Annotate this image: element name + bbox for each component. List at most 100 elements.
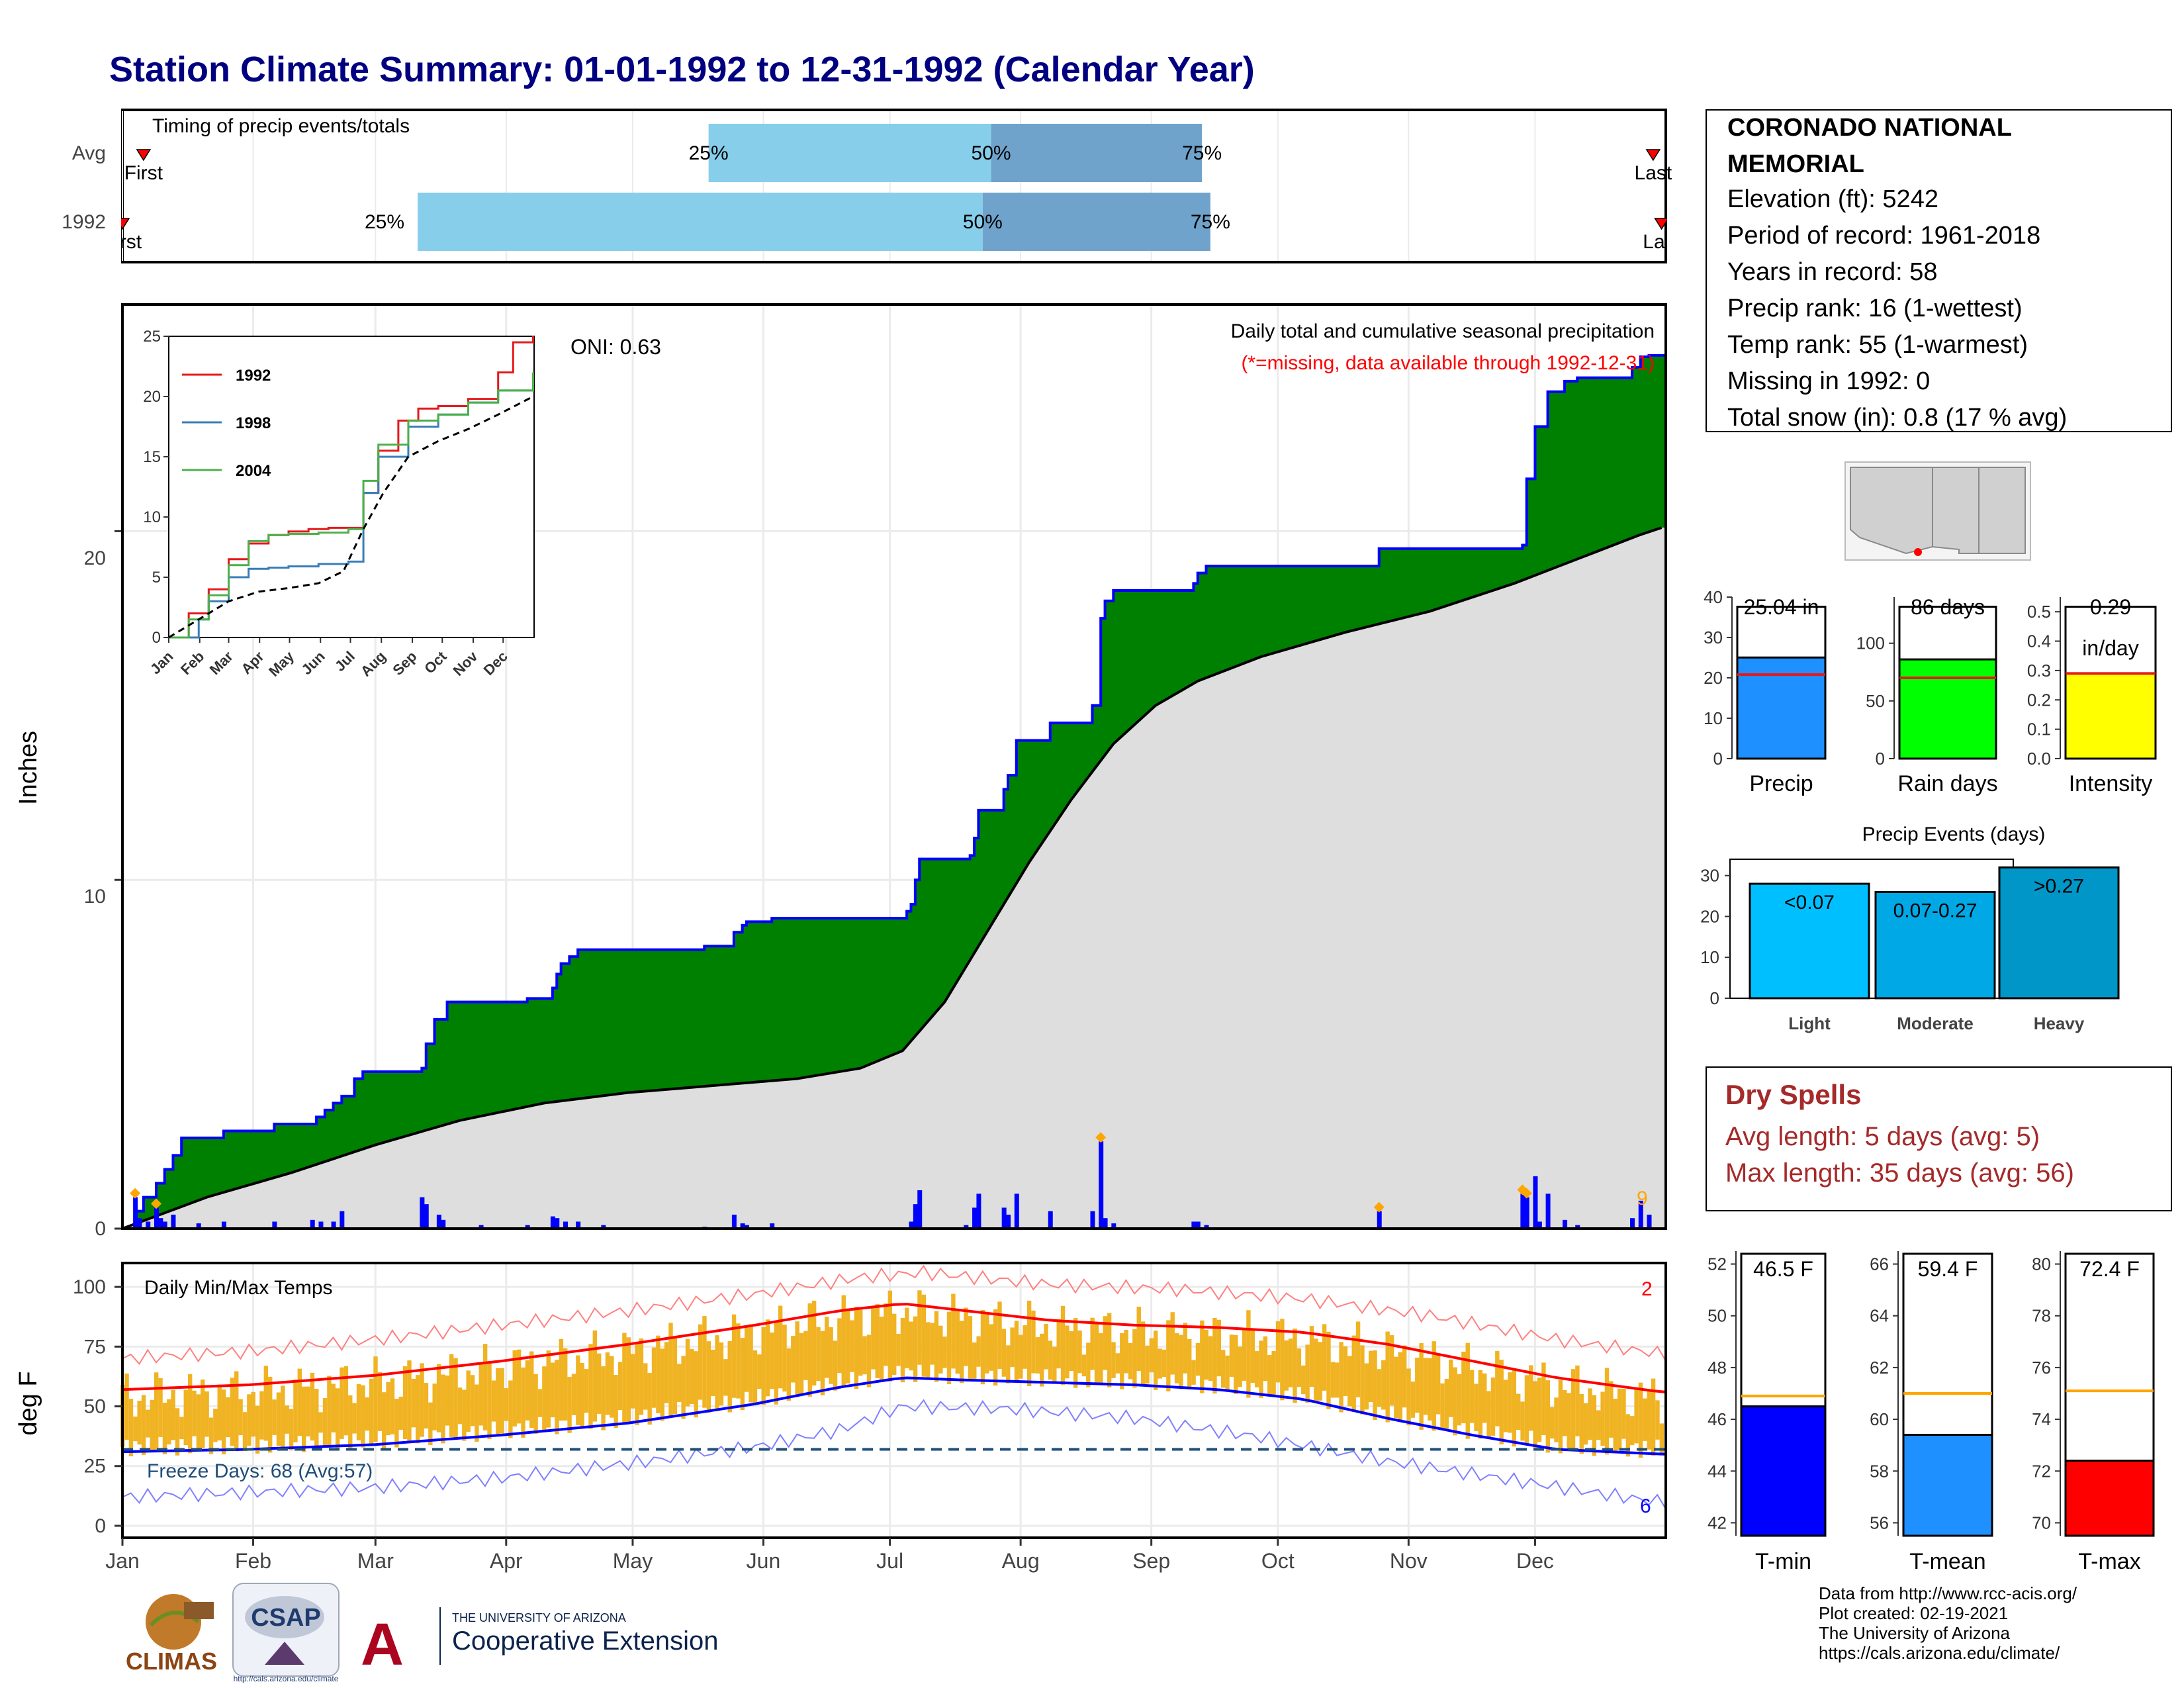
daily-temp-bar (1090, 1317, 1095, 1370)
daily-temp-bar (402, 1366, 408, 1440)
month-label-may: May (613, 1549, 653, 1573)
daily-temp-bar (782, 1325, 787, 1392)
daily-temp-bar (1490, 1377, 1496, 1436)
daily-temp-bar (1044, 1324, 1048, 1370)
daily-temp-bar (1651, 1378, 1656, 1456)
daily-temp-bar (740, 1338, 745, 1410)
temp-y-axis-label: deg F (15, 1371, 42, 1435)
daily-precip-bar (340, 1211, 345, 1229)
summary-bar-intensity (2064, 672, 2157, 760)
daily-precip-bar (1520, 1194, 1525, 1229)
daily-temp-bar (183, 1389, 188, 1446)
daily-temp-bar (1549, 1407, 1555, 1439)
temp-line-record-max (122, 1264, 1666, 1366)
daily-temp-bar (1609, 1381, 1614, 1438)
station-missing: Missing in 1992: 0 (1727, 367, 1930, 395)
inset-ytick-label: 0 (152, 629, 161, 647)
daily-temp-bar (664, 1342, 669, 1403)
events-bar-moderate (1874, 890, 1996, 1000)
daily-temp-bar (516, 1349, 522, 1424)
daily-temp-bar (386, 1382, 390, 1436)
daily-temp-bar (858, 1309, 863, 1376)
summary-tick-label: 0 (1713, 749, 1723, 769)
daily-temp-bar (546, 1350, 551, 1428)
daily-temp-bar (1558, 1380, 1563, 1454)
daily-temp-bar (1158, 1348, 1162, 1379)
daily-temp-bar (905, 1307, 909, 1368)
timing-label-50: 50% (963, 211, 1003, 233)
temp-summary-category-label: T-max (2078, 1549, 2140, 1574)
daily-precip-bar (441, 1219, 446, 1229)
daily-temp-bar (322, 1397, 328, 1446)
daily-temp-bar (478, 1362, 483, 1426)
temp-ytick-label: 100 (73, 1276, 106, 1298)
temp-summary-bar-t-min (1740, 1405, 1827, 1537)
last-event-marker (1654, 218, 1669, 230)
daily-temp-bar (390, 1378, 395, 1434)
daily-temp-bar (196, 1394, 201, 1451)
month-label-mar: Mar (357, 1549, 394, 1573)
daily-temp-bar (1647, 1391, 1651, 1450)
temp-summary-tick-label: 80 (2032, 1254, 2051, 1274)
daily-temp-bar (1415, 1357, 1420, 1413)
ua-block-a: A (361, 1612, 404, 1678)
daily-temp-bar (757, 1354, 762, 1389)
daily-temp-bar (727, 1340, 732, 1413)
daily-temp-bar (825, 1317, 829, 1378)
daily-temp-bar (462, 1389, 467, 1441)
temp-summary-tick-label: 58 (1870, 1461, 1889, 1481)
timing-bar-q25-q50 (418, 193, 983, 251)
daily-temp-bar (588, 1344, 593, 1429)
daily-precip-bar (318, 1221, 324, 1229)
temp-summary-tick-label: 50 (1707, 1306, 1727, 1326)
daily-temp-bar (1001, 1329, 1007, 1377)
summary-bar-rain-days (1898, 658, 1997, 760)
daily-temp-bar (964, 1307, 968, 1366)
daily-temp-bar (1154, 1331, 1158, 1390)
temp-line-avg-max (122, 1303, 1666, 1393)
daily-temp-bar (1229, 1335, 1234, 1377)
temp-summary-tick-label: 76 (2032, 1358, 2051, 1378)
timing-title: Timing of precip events/totals (152, 115, 410, 137)
events-bar-label: >0.27 (2034, 875, 2084, 897)
inset-ytick-label: 20 (143, 388, 161, 406)
daily-temp-bar (884, 1303, 888, 1366)
daily-precip-bar (478, 1225, 484, 1229)
daily-temp-bar (1617, 1388, 1622, 1451)
daily-temp-bar (213, 1409, 218, 1442)
daily-temp-bar (141, 1395, 146, 1455)
daily-temp-bar (301, 1386, 306, 1452)
daily-temp-bar (512, 1350, 517, 1427)
daily-temp-bar (1094, 1323, 1099, 1383)
daily-precip-bar (1204, 1225, 1209, 1229)
daily-temp-bar (1259, 1340, 1263, 1398)
daily-temp-bar (584, 1369, 589, 1413)
daily-temp-bar (774, 1322, 778, 1405)
daily-temp-bar (1314, 1338, 1318, 1403)
daily-temp-bar (470, 1375, 475, 1427)
daily-temp-bar (862, 1336, 867, 1375)
daily-temp-bar (942, 1336, 947, 1368)
summary-tick-label: 30 (1704, 628, 1723, 647)
daily-temp-bar (1056, 1319, 1061, 1369)
station-temp-rank: Temp rank: 55 (1-warmest) (1727, 331, 2028, 359)
daily-precip-bar (436, 1214, 441, 1229)
summary-tick-label: 0 (1876, 749, 1885, 769)
daily-precip-bar (1533, 1176, 1538, 1229)
dry-spells-avg: Avg length: 5 days (avg: 5) (1725, 1122, 2040, 1151)
daily-temp-bar (1465, 1342, 1470, 1439)
daily-temp-bar (1554, 1397, 1559, 1442)
station-info-box: CORONADO NATIONAL MEMORIAL Elevation (ft… (1706, 109, 2172, 432)
daily-temp-bar (875, 1304, 880, 1378)
daily-temp-bar (1120, 1333, 1124, 1389)
station-name-line1: CORONADO NATIONAL (1727, 114, 2012, 142)
daily-temp-bar (1200, 1320, 1205, 1393)
month-label-apr: Apr (490, 1549, 523, 1573)
daily-temp-bar (1322, 1324, 1327, 1391)
daily-temp-bar (318, 1412, 323, 1433)
daily-temp-bar (921, 1294, 927, 1377)
daily-temp-bar (340, 1367, 344, 1439)
temperature-panel: deg F Daily Min/Max Temps Freeze Days: 6… (15, 1262, 1667, 1573)
temp-summary-tick-label: 42 (1707, 1513, 1727, 1532)
